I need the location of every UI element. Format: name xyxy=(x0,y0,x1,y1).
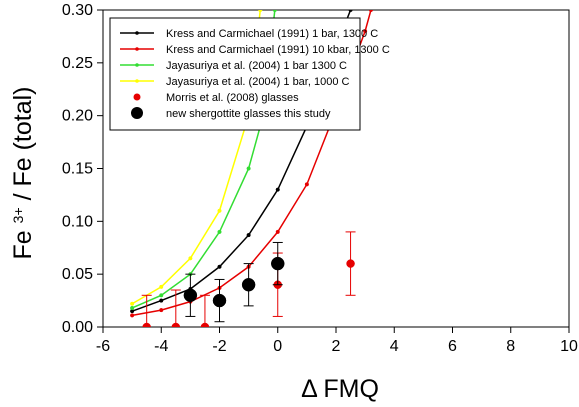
x-tick-label-3: 0 xyxy=(273,338,282,355)
series-5-point-2 xyxy=(241,277,256,292)
plot-layer: -6 -4 -2 0 2 4 6 8 10 0.00 0.05 0.10 0.15 0.20 0.25 0.3… xyxy=(62,2,578,355)
series-4-point-2 xyxy=(200,322,210,327)
legend-label-3: Jayasuriya et al. (2004) 1 bar, 1000 C xyxy=(166,76,349,88)
y-tick-label-5: 0.25 xyxy=(62,55,93,72)
series-0-point-1 xyxy=(159,298,164,303)
series-4-point-1 xyxy=(171,322,181,327)
x-tick-label-2: -2 xyxy=(212,338,226,355)
legend: Kress and Carmichael (1991) 1 bar, 1300 … xyxy=(109,17,390,131)
y-tick-label-0: 0.00 xyxy=(62,319,93,336)
series-5-point-3 xyxy=(271,256,285,271)
legend-marker-2 xyxy=(135,63,139,67)
y-axis-title-superscript: 3+ xyxy=(10,207,26,223)
x-tick-label-5: 4 xyxy=(390,338,399,355)
series-3-point-1 xyxy=(159,284,164,289)
series-2-point-4 xyxy=(246,166,251,171)
x-tick-label-1: -4 xyxy=(154,338,168,355)
legend-marker-3 xyxy=(135,79,139,83)
legend-label-2: Jayasuriya et al. (2004) 1 bar 1300 C xyxy=(166,60,347,72)
y-axis-title-rest: / Fe (total) xyxy=(9,87,37,201)
series-1-point-0 xyxy=(130,313,135,318)
series-2-point-1 xyxy=(159,293,164,298)
series-2-point-6 xyxy=(272,10,277,13)
legend-marker-1 xyxy=(135,47,139,51)
series-4-point-4 xyxy=(346,259,355,268)
series-3-point-3 xyxy=(217,208,222,213)
series-0-point-3 xyxy=(217,264,222,269)
series-1-point-1 xyxy=(159,308,164,313)
legend-label-1: Kress and Carmichael (1991) 10 kbar, 130… xyxy=(166,44,390,56)
legend-box xyxy=(109,17,361,131)
y-tick-label-2: 0.10 xyxy=(62,213,93,230)
series-1-point-6 xyxy=(304,182,309,187)
series-4-point-0 xyxy=(142,322,151,327)
y-tick-label-6: 0.30 xyxy=(62,2,93,19)
series-3-point-2 xyxy=(188,256,193,261)
y-tick-label-3: 0.15 xyxy=(62,161,93,178)
axis-title-group: Δ FMQ Fe 3+ / Fe (total) xyxy=(1,87,379,403)
x-tick-label-7: 8 xyxy=(506,338,515,355)
series-0-point-5 xyxy=(275,187,280,192)
y-axis-title: Fe 3+ / Fe (total) xyxy=(1,87,37,260)
legend-label-4: Morris et al. (2008) glasses xyxy=(166,92,299,104)
legend-label-0: Kress and Carmichael (1991) 1 bar, 1300 … xyxy=(166,28,378,40)
series-5-point-1 xyxy=(212,293,227,308)
legend-marker-0 xyxy=(135,31,139,35)
series-0-point-4 xyxy=(246,233,251,238)
y-tick-label-1: 0.05 xyxy=(62,266,93,283)
y-tick-label-4: 0.20 xyxy=(62,108,93,125)
legend-marker-4 xyxy=(133,93,141,101)
y-axis-title-base: Fe xyxy=(9,230,37,259)
x-tick-label-0: -6 xyxy=(96,338,110,355)
series-3-point-5 xyxy=(258,10,263,13)
series-2-point-3 xyxy=(217,229,222,234)
legend-marker-5 xyxy=(131,107,143,119)
series-5-point-0 xyxy=(183,288,198,303)
x-tick-label-4: 2 xyxy=(332,338,341,355)
legend-label-5: new shergottite glasses this study xyxy=(166,108,331,120)
series-3-point-0 xyxy=(130,301,135,306)
data-layer xyxy=(130,10,373,327)
series-1-point-9 xyxy=(368,10,373,13)
x-axis-title: Δ FMQ xyxy=(301,375,379,403)
x-tick-label-6: 6 xyxy=(448,338,457,355)
series-2-point-0 xyxy=(130,305,135,311)
series-0-point-8 xyxy=(348,10,353,13)
series-1-point-5 xyxy=(275,229,280,234)
x-tick-label-8: 10 xyxy=(560,338,578,355)
series-1-point-8 xyxy=(363,29,368,34)
